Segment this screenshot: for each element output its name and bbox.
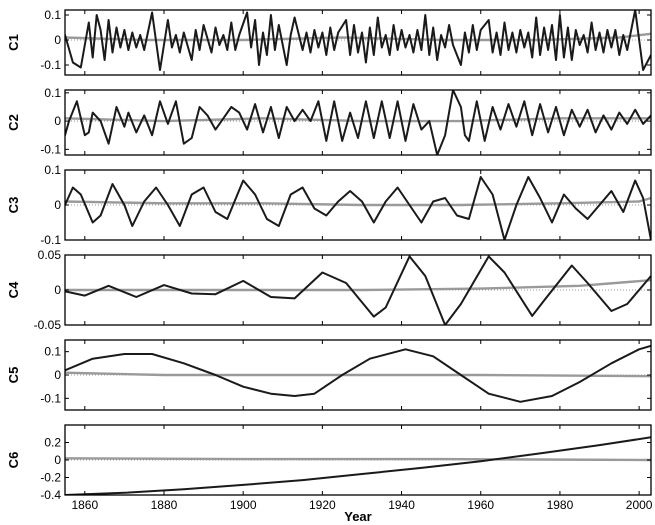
panel-c4: 0.05 0 -0.05 C4 bbox=[6, 248, 652, 332]
y-tick-label: -0.1 bbox=[40, 391, 61, 405]
x-tick-label: 1880 bbox=[151, 498, 178, 512]
panels: 0.1 0 -0.1 C1 0.1 0 -0.1 C2 0.1 0 -0.1 C3 0.05 0 -0.05… bbox=[6, 8, 652, 502]
y-tick-label: 0 bbox=[54, 283, 61, 297]
y-tick-label: -0.05 bbox=[34, 318, 62, 332]
series-reference bbox=[65, 457, 651, 462]
y-tick-label: 0.05 bbox=[38, 248, 62, 262]
panel-frame bbox=[64, 89, 652, 156]
series-reference bbox=[65, 279, 651, 292]
x-axis-label: Year bbox=[344, 509, 371, 524]
x-tick-label: 2000 bbox=[626, 498, 653, 512]
x-tick-label: 1940 bbox=[388, 498, 415, 512]
panel-c6: 0.2 0 -0.2 -0.4 C6 bbox=[6, 424, 652, 502]
panel-c1: 0.1 0 -0.1 C1 bbox=[6, 8, 652, 76]
x-tick-label: 1980 bbox=[547, 498, 574, 512]
y-tick-label: 0.1 bbox=[44, 86, 61, 100]
panel-c3: 0.1 0 -0.1 C3 bbox=[6, 163, 652, 247]
y-tick-label: 0.1 bbox=[44, 163, 61, 177]
series-component bbox=[65, 344, 651, 403]
x-axis: 1860 1880 1900 1920 1940 1960 1980 2000 bbox=[71, 498, 652, 512]
panel-y-label: C6 bbox=[6, 452, 21, 469]
y-tick-label: 0 bbox=[54, 114, 61, 128]
y-tick-label: 0.1 bbox=[44, 8, 61, 22]
panel-frame bbox=[64, 9, 652, 76]
x-tick-label: 1860 bbox=[71, 498, 98, 512]
y-tick-label: -0.1 bbox=[40, 142, 61, 156]
x-tick-label: 1920 bbox=[309, 498, 336, 512]
panel-y-label: C3 bbox=[6, 197, 21, 214]
x-tick-label: 1900 bbox=[230, 498, 257, 512]
y-tick-label: 0 bbox=[54, 368, 61, 382]
panel-y-label: C4 bbox=[6, 281, 21, 298]
y-tick-label: -0.1 bbox=[40, 233, 61, 247]
y-tick-label: -0.1 bbox=[40, 58, 61, 72]
series-component bbox=[65, 436, 651, 495]
series-component bbox=[65, 90, 651, 155]
series-component bbox=[65, 176, 651, 240]
y-tick-label: 0.2 bbox=[44, 436, 61, 450]
series-reference bbox=[65, 117, 651, 123]
y-tick-label: -0.4 bbox=[40, 488, 61, 502]
series-component bbox=[65, 10, 651, 71]
y-tick-label: 0.1 bbox=[44, 345, 61, 359]
y-tick-label: -0.2 bbox=[40, 471, 61, 485]
panel-y-label: C1 bbox=[6, 34, 21, 51]
panel-y-label: C5 bbox=[6, 367, 21, 384]
y-tick-label: 0 bbox=[54, 198, 61, 212]
panel-c2: 0.1 0 -0.1 C2 bbox=[6, 86, 652, 156]
y-tick-label: 0 bbox=[54, 453, 61, 467]
x-tick-label: 1960 bbox=[467, 498, 494, 512]
panel-y-label: C2 bbox=[6, 114, 21, 131]
panel-c5: 0.1 0 -0.1 C5 bbox=[6, 339, 652, 411]
series-reference bbox=[65, 196, 651, 207]
series-reference bbox=[65, 371, 651, 378]
series-component bbox=[65, 255, 651, 325]
y-tick-label: 0 bbox=[54, 33, 61, 47]
